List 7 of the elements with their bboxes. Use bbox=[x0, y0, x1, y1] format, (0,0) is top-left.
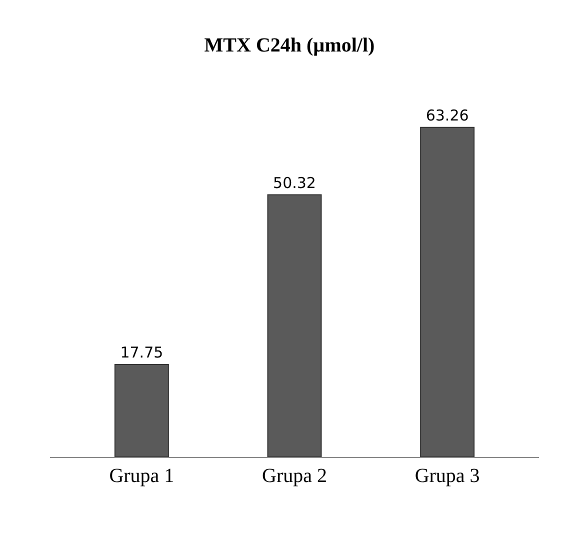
chart-title: MTX C24h (µmol/l) bbox=[204, 34, 375, 57]
data-label: 50.32 bbox=[273, 174, 316, 192]
data-label: 17.75 bbox=[120, 344, 164, 362]
data-label: 63.26 bbox=[426, 106, 469, 124]
x-tick-label: Grupa 2 bbox=[262, 465, 327, 487]
x-tick-label: Grupa 3 bbox=[414, 465, 480, 487]
x-tick-label: Grupa 1 bbox=[109, 465, 174, 487]
